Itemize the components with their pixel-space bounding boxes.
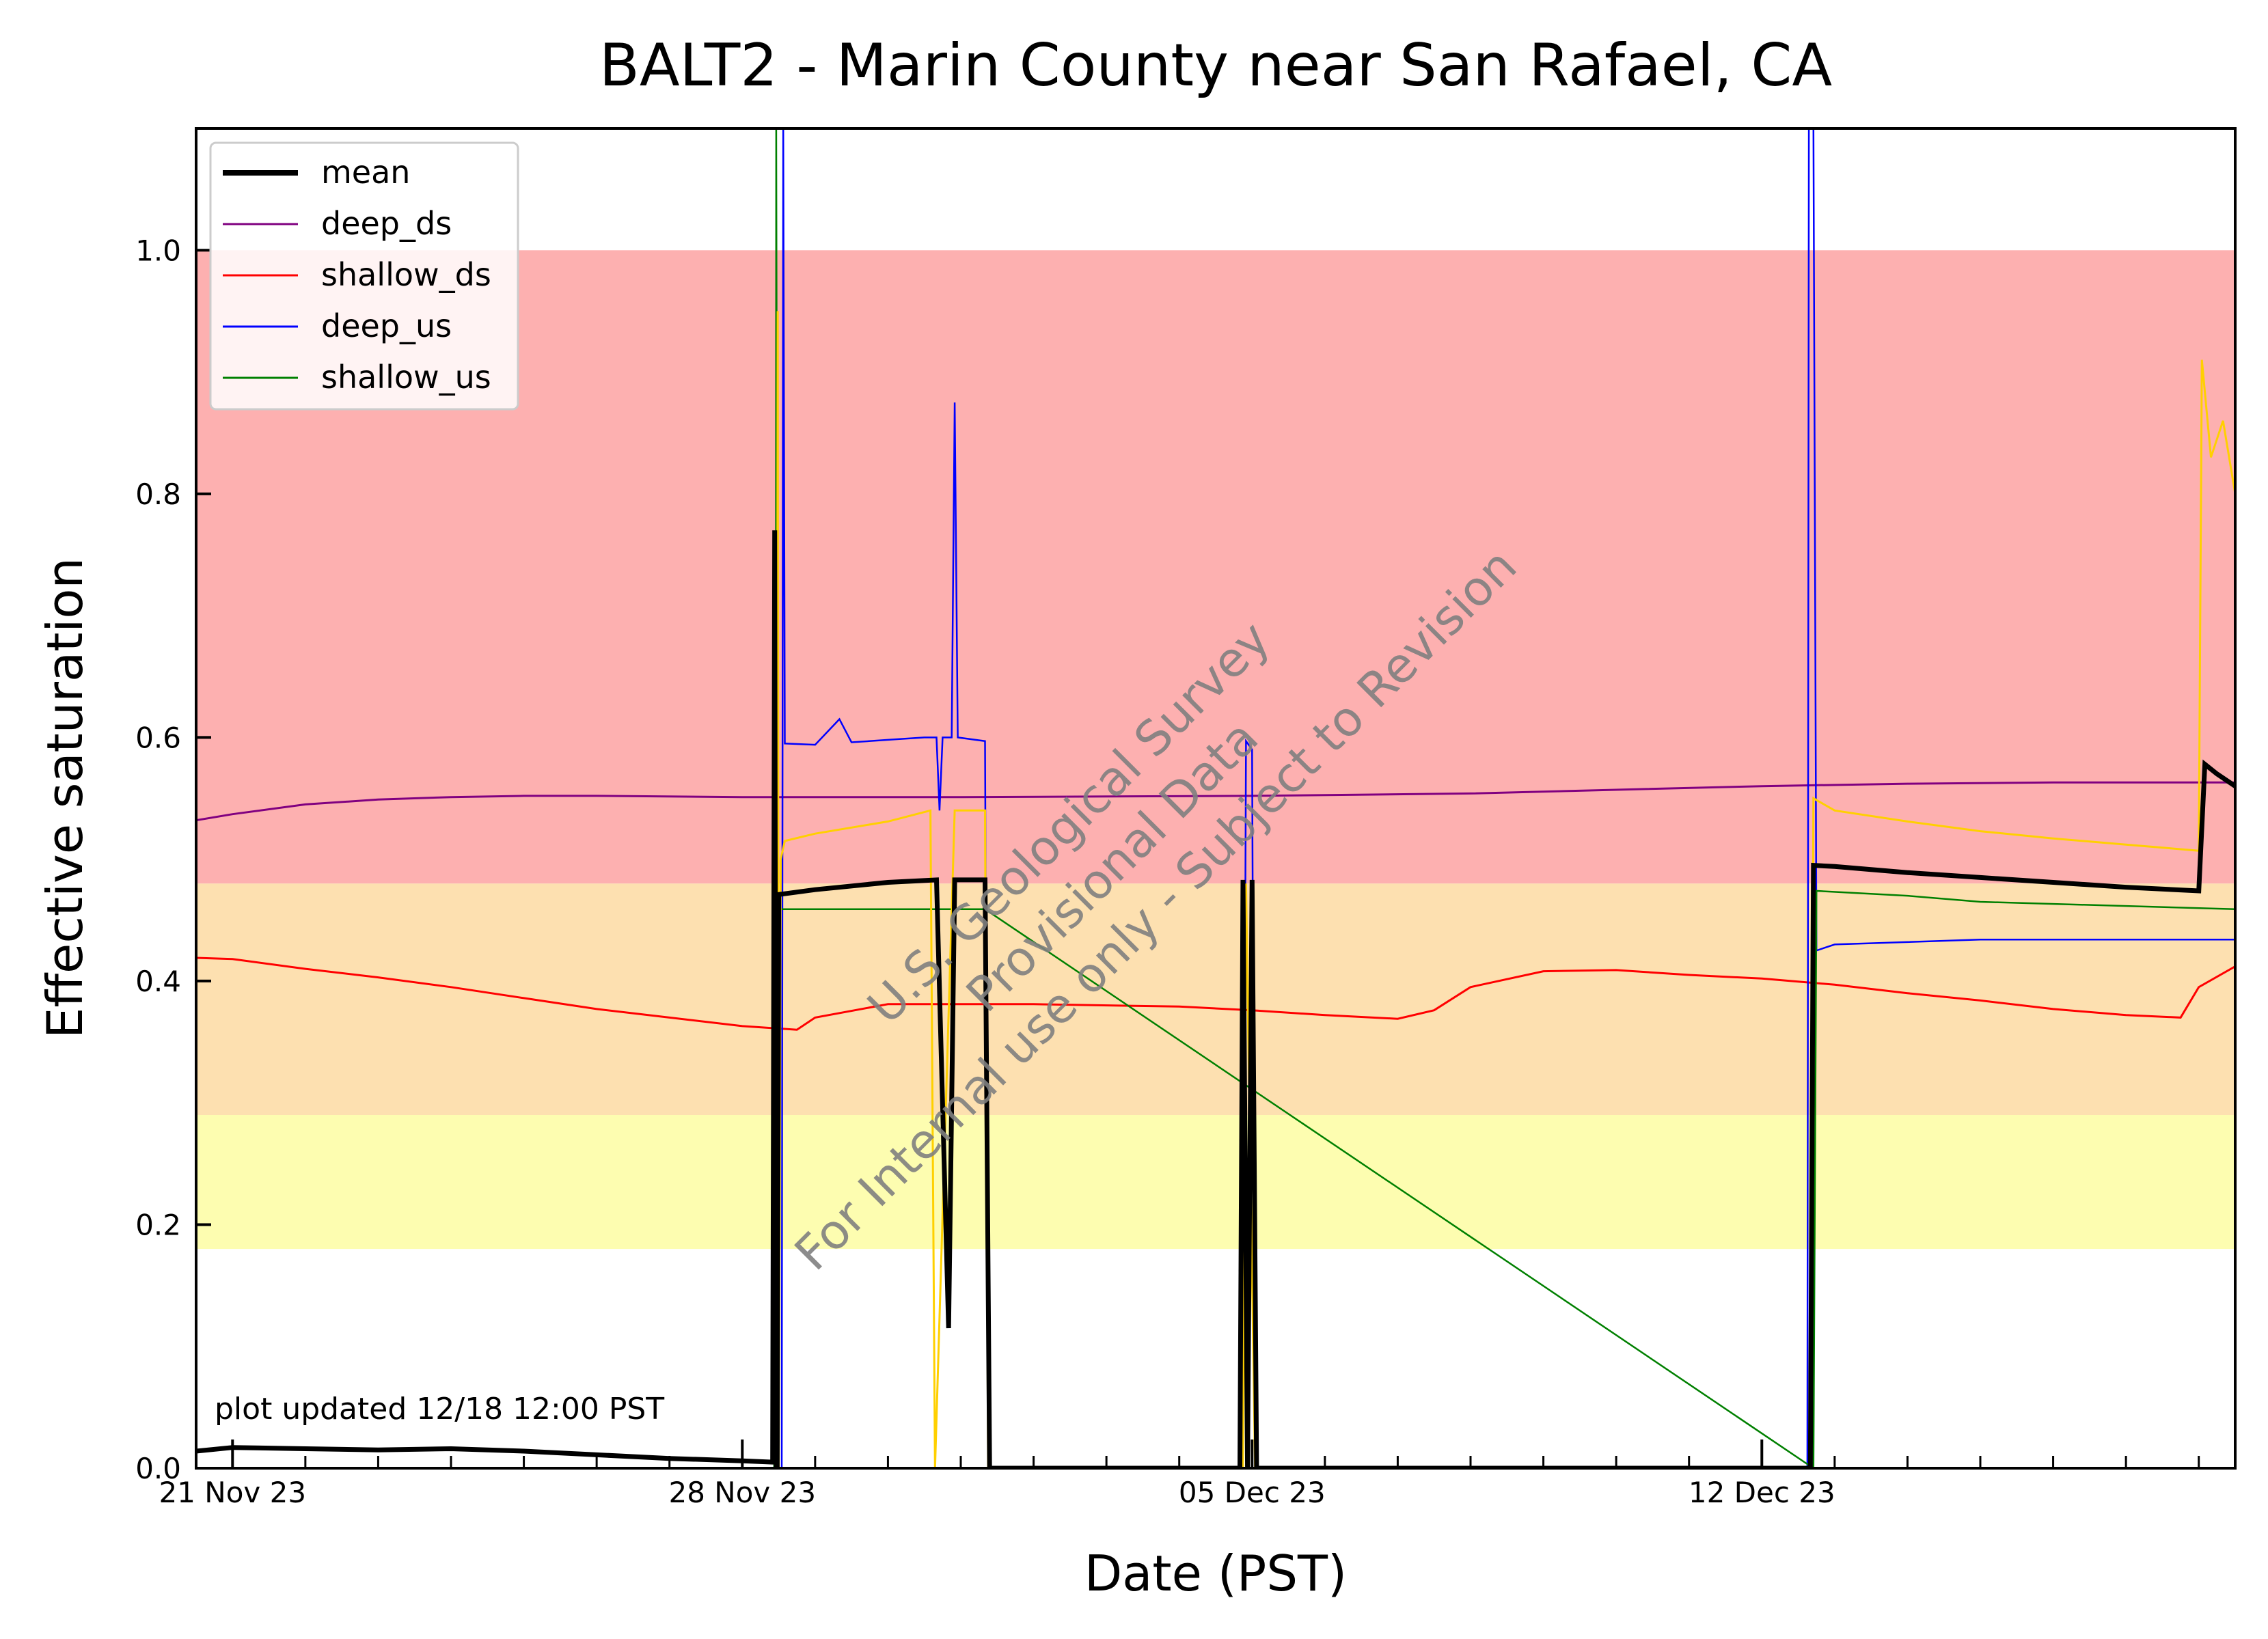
series-line-mean [196, 530, 2235, 1468]
series-lines [196, 128, 2235, 1468]
y-tick-label-3: 0.6 [135, 721, 181, 754]
legend-label-shallow_ds: shallow_ds [321, 256, 491, 293]
band-2 [196, 1115, 2235, 1250]
saturation-bands [196, 250, 2235, 1250]
legend-label-shallow_us: shallow_us [321, 359, 491, 396]
series-line-unlabeled-5 [776, 311, 2235, 1468]
y-tick-label-1: 0.2 [135, 1208, 181, 1241]
update-annotation: plot updated 12/18 12:00 PST [215, 1392, 664, 1427]
series-line-shallow_ds [196, 956, 2235, 1031]
legend-label-deep_ds: deep_ds [321, 205, 452, 242]
x-axis-label: Date (PST) [1084, 1545, 1347, 1602]
band-1 [196, 883, 2235, 1116]
band-0 [196, 250, 2235, 884]
y-axis-label: Effective saturation [36, 557, 94, 1038]
legend: mean deep_ds shallow_ds deep_us shallow_us [209, 141, 519, 411]
x-tick-label-3: 12 Dec 23 [1689, 1476, 1835, 1509]
series-line-shallow_us [773, 128, 2235, 1468]
y-tick-label-0: 0.0 [135, 1452, 181, 1485]
y-tick-label-4: 0.8 [135, 478, 181, 511]
legend-box [209, 141, 519, 411]
legend-label-deep_us: deep_us [321, 307, 452, 344]
x-tick-label-2: 05 Dec 23 [1179, 1476, 1326, 1509]
plot-frame [195, 127, 2237, 1470]
y-tick-label-2: 0.4 [135, 965, 181, 998]
legend-label-mean: mean [321, 154, 410, 191]
x-tick-label-0: 21 Nov 23 [159, 1476, 307, 1509]
y-tick-label-5: 1.0 [135, 234, 181, 267]
chart-title: BALT2 - Marin County near San Rafael, CA [599, 31, 1832, 100]
series-line-deep_us [780, 128, 2235, 1468]
series-line-deep_ds [196, 781, 2235, 822]
x-tick-label-1: 28 Nov 23 [669, 1476, 817, 1509]
